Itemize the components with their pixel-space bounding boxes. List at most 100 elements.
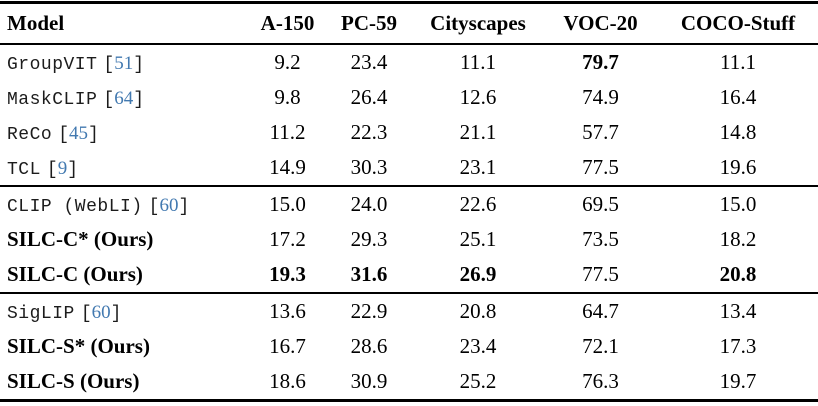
model-cell: SILC-C* (Ours)	[0, 222, 250, 257]
value-cell: 20.8	[413, 292, 543, 329]
bracket-close: ]	[88, 125, 99, 145]
table-row-tcl: TCL [9] 14.9 30.3 23.1 77.5 19.6	[0, 150, 818, 186]
value-cell: 28.6	[350, 334, 388, 358]
model-cell: GroupVIT [51]	[0, 44, 250, 80]
column-header-cityscapes: Cityscapes	[413, 2, 543, 45]
bracket-close: ]	[178, 197, 190, 217]
value-cell: 14.9	[269, 155, 306, 179]
value-cell: 74.9	[582, 85, 619, 109]
bracket-open: [	[103, 90, 115, 110]
value-cell-best: 31.6	[350, 262, 388, 286]
value-cell: 12.6	[459, 85, 497, 109]
value-cell: 15.0	[658, 185, 818, 222]
value-cell: 19.7	[719, 369, 757, 393]
value-cell: 69.5	[543, 185, 658, 222]
model-cell: CLIP (WebLI) [60]	[0, 185, 250, 222]
value-cell: 13.4	[658, 292, 818, 329]
citation-number: 60	[159, 195, 179, 216]
citation-link[interactable]: [60]	[80, 299, 122, 324]
value-cell: 22.6	[413, 185, 543, 222]
value-cell: 22.9	[325, 292, 413, 329]
bracket-close: ]	[67, 160, 79, 180]
column-header-voc20: VOC-20	[543, 2, 658, 45]
model-name: CLIP (WebLI)	[7, 197, 143, 217]
value-cell: 18.2	[719, 227, 757, 251]
value-cell: 17.2	[269, 227, 306, 251]
value-cell: 77.5	[582, 155, 619, 179]
citation-number: 9	[57, 158, 68, 179]
model-cell: SILC-S (Ours)	[0, 364, 250, 401]
value-cell: 24.0	[325, 185, 413, 222]
value-cell: 64.7	[543, 292, 658, 329]
value-cell: 25.2	[459, 369, 497, 393]
model-cell: ReCo [45]	[0, 115, 250, 150]
bracket-open: [	[80, 304, 92, 324]
column-header-cocostuff: COCO-Stuff	[658, 2, 818, 45]
value-cell: 16.7	[269, 334, 306, 358]
value-cell: 14.8	[719, 120, 757, 144]
citation-number: 64	[114, 88, 134, 109]
model-name: TCL	[7, 160, 41, 180]
column-header-a150: A-150	[250, 2, 325, 45]
bracket-open: [	[148, 197, 160, 217]
value-cell-best: 26.9	[459, 262, 497, 286]
model-name: ReCo	[7, 125, 53, 145]
value-cell: 29.3	[350, 227, 388, 251]
value-cell: 19.6	[719, 155, 757, 179]
value-cell: 11.1	[720, 50, 756, 74]
value-cell: 23.4	[459, 334, 497, 358]
bracket-open: [	[58, 125, 70, 145]
value-cell: 18.6	[269, 369, 306, 393]
bracket-open: [	[46, 160, 58, 180]
value-cell: 26.4	[350, 85, 388, 109]
table-row-siglip: SigLIP [60] 13.6 22.9 20.8 64.7 13.4	[0, 292, 818, 329]
value-cell: 13.6	[250, 292, 325, 329]
citation-link[interactable]: [51]	[103, 50, 145, 75]
citation-link[interactable]: [60]	[148, 192, 190, 217]
value-cell: 16.4	[719, 85, 757, 109]
value-cell-best: 79.7	[582, 50, 619, 74]
value-cell: 30.9	[350, 369, 388, 393]
model-cell: MaskCLIP [64]	[0, 80, 250, 115]
value-cell: 11.1	[460, 50, 496, 74]
model-name: MaskCLIP	[7, 90, 98, 110]
model-cell: SigLIP [60]	[0, 292, 250, 329]
value-cell: 77.5	[582, 262, 619, 286]
bracket-close: ]	[133, 90, 145, 110]
table-row-clip-webli: CLIP (WebLI) [60] 15.0 24.0 22.6 69.5 15.…	[0, 185, 818, 222]
value-cell: 76.3	[582, 369, 619, 393]
value-cell: 23.1	[459, 155, 497, 179]
value-cell: 25.1	[459, 227, 497, 251]
value-cell: 72.1	[582, 334, 619, 358]
citation-number: 45	[69, 123, 89, 144]
column-header-model: Model	[0, 2, 250, 45]
table-row-silc-s: SILC-S (Ours) 18.6 30.9 25.2 76.3 19.7	[0, 364, 818, 401]
value-cell: 21.1	[459, 120, 497, 144]
model-name: SILC-C* (Ours)	[7, 227, 154, 251]
model-name: SILC-C (Ours)	[7, 262, 143, 286]
table-row-maskclip: MaskCLIP [64] 9.8 26.4 12.6 74.9 16.4	[0, 80, 818, 115]
value-cell-best: 20.8	[719, 262, 757, 286]
citation-link[interactable]: [64]	[103, 85, 145, 110]
bracket-close: ]	[133, 55, 145, 75]
value-cell: 73.5	[582, 227, 619, 251]
table-row-reco: ReCo [45] 11.2 22.3 21.1 57.7 14.8	[0, 115, 818, 150]
citation-link[interactable]: [9]	[46, 155, 79, 180]
value-cell: 22.3	[350, 120, 388, 144]
value-cell: 11.2	[269, 120, 306, 144]
model-name: SILC-S (Ours)	[7, 369, 140, 393]
citation-link[interactable]: [45]	[58, 120, 99, 145]
column-header-pc59: PC-59	[325, 2, 413, 45]
value-cell: 9.2	[274, 50, 301, 74]
bracket-open: [	[103, 55, 115, 75]
citation-number: 51	[114, 53, 134, 74]
value-cell: 30.3	[350, 155, 388, 179]
model-name: GroupVIT	[7, 55, 98, 75]
header-row: Model A-150 PC-59 Cityscapes VOC-20 COCO…	[0, 2, 818, 45]
model-name: SigLIP	[7, 304, 75, 324]
value-cell: 17.3	[719, 334, 757, 358]
table-row-silc-s-star: SILC-S* (Ours) 16.7 28.6 23.4 72.1 17.3	[0, 329, 818, 364]
value-cell-best: 19.3	[269, 262, 306, 286]
